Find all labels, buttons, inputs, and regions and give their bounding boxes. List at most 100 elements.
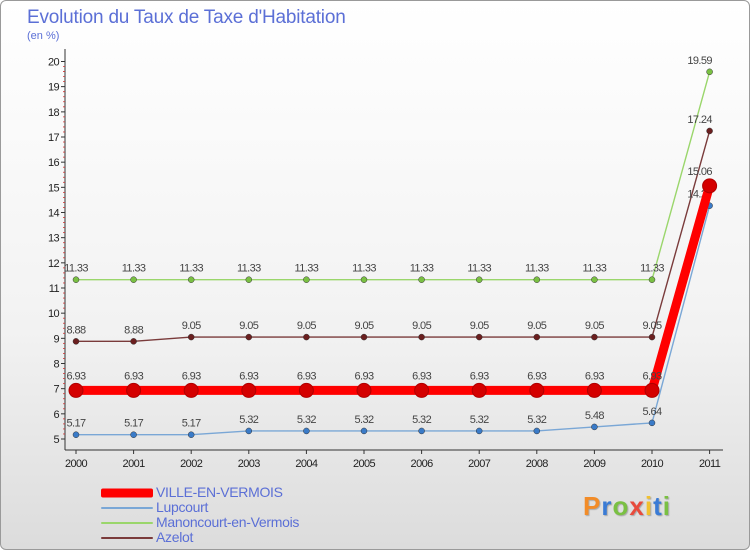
data-point-manoncourt-en-vermois	[72, 276, 80, 283]
data-label-ville-en-vermois: 6.93	[124, 370, 143, 382]
data-point-ville-en-vermois	[298, 382, 314, 398]
data-point-manoncourt-en-vermois	[130, 276, 137, 283]
data-label-azelot: 9.05	[239, 320, 258, 332]
data-label-manoncourt-en-vermois: 11.33	[295, 263, 319, 275]
x-tick-label: 2010	[641, 458, 664, 470]
data-label-lupcourt: 5.32	[527, 414, 546, 426]
legend-swatch	[101, 506, 153, 509]
data-label-lupcourt: 5.17	[182, 418, 201, 430]
x-tick-label: 2005	[353, 458, 376, 470]
data-label-lupcourt: 5.32	[354, 414, 373, 426]
data-label-azelot: 9.05	[470, 320, 489, 332]
data-point-lupcourt	[303, 427, 310, 435]
data-point-azelot	[187, 333, 195, 341]
y-tick-label: 10	[48, 308, 60, 320]
data-label-ville-en-vermois: 6.93	[297, 370, 316, 382]
data-label-manoncourt-en-vermois: 11.33	[64, 263, 88, 275]
x-tick-label: 2007	[468, 458, 491, 470]
data-point-manoncourt-en-vermois	[418, 276, 425, 283]
data-label-azelot: 9.05	[182, 320, 201, 332]
data-point-azelot	[648, 333, 656, 341]
data-label-manoncourt-en-vermois: 11.33	[640, 263, 664, 275]
data-point-lupcourt	[591, 423, 598, 431]
legend-item: Lupcourt	[101, 499, 401, 515]
data-point-manoncourt-en-vermois	[187, 276, 195, 283]
x-tick-label: 2008	[526, 458, 549, 470]
chart-title: Evolution du Taux de Taxe d'Habitation	[27, 7, 346, 28]
data-point-lupcourt	[72, 431, 80, 438]
data-point-azelot	[533, 333, 541, 341]
data-label-azelot: 8.88	[66, 324, 85, 336]
y-tick-label: 18	[48, 107, 60, 119]
legend: VILLE-EN-VERMOIS Lupcourt Manoncourt-en-Ve…	[101, 484, 401, 545]
data-label-lupcourt: 5.17	[124, 418, 143, 430]
data-point-ville-en-vermois	[644, 382, 660, 398]
data-label-manoncourt-en-vermois: 11.33	[410, 263, 434, 275]
data-point-azelot	[72, 338, 80, 345]
data-point-manoncourt-en-vermois	[533, 276, 541, 283]
legend-label: Azelot	[156, 529, 194, 545]
x-tick-label: 2004	[295, 458, 318, 470]
data-label-lupcourt: 5.32	[239, 414, 258, 426]
data-point-lupcourt	[648, 419, 656, 427]
legend-swatch	[101, 488, 153, 497]
legend-item: Azelot	[101, 529, 401, 545]
data-point-lupcourt	[130, 431, 137, 438]
data-point-azelot	[245, 333, 253, 341]
data-label-manoncourt-en-vermois: 11.33	[467, 263, 491, 275]
data-point-ville-en-vermois	[183, 382, 199, 398]
x-tick-label: 2000	[65, 458, 88, 470]
data-label-lupcourt: 5.64	[642, 406, 661, 418]
x-tick-label: 2001	[123, 458, 146, 470]
series-line-azelot	[76, 130, 711, 343]
data-label-manoncourt-en-vermois: 11.33	[352, 263, 376, 275]
y-tick-label: 8	[53, 359, 59, 371]
data-label-manoncourt-en-vermois: 11.33	[583, 263, 607, 275]
data-point-azelot	[418, 333, 425, 341]
data-point-azelot	[360, 333, 368, 341]
data-point-azelot	[303, 333, 310, 341]
data-label-manoncourt-en-vermois: 19.59	[687, 55, 712, 67]
data-label-azelot: 9.05	[297, 320, 316, 332]
data-point-manoncourt-en-vermois	[360, 276, 368, 283]
data-point-lupcourt	[187, 431, 195, 438]
data-point-azelot	[706, 127, 713, 135]
proxiti-logo: Proxiti	[583, 491, 671, 521]
data-point-lupcourt	[475, 427, 483, 435]
legend-label: VILLE-EN-VERMOIS	[156, 484, 283, 500]
data-label-ville-en-vermois: 6.93	[239, 370, 258, 382]
data-label-ville-en-vermois: 6.93	[412, 370, 431, 382]
data-point-ville-en-vermois	[241, 382, 257, 398]
y-tick-label: 17	[48, 132, 60, 144]
legend-item: VILLE-EN-VERMOIS	[101, 484, 401, 500]
data-point-azelot	[475, 333, 483, 341]
data-label-manoncourt-en-vermois: 11.33	[122, 263, 146, 275]
y-tick-label: 19	[48, 82, 60, 94]
data-label-azelot: 17.24	[687, 114, 712, 126]
data-label-manoncourt-en-vermois: 11.33	[179, 263, 203, 275]
data-label-azelot: 9.05	[585, 320, 604, 332]
y-tick-label: 20	[48, 57, 60, 69]
y-tick-label: 12	[48, 258, 60, 270]
data-point-manoncourt-en-vermois	[475, 276, 483, 283]
data-point-manoncourt-en-vermois	[245, 276, 253, 283]
data-point-lupcourt	[533, 427, 541, 435]
x-tick-label: 2002	[180, 458, 203, 470]
legend-label: Manoncourt-en-Vermois	[156, 514, 300, 530]
y-tick-label: 6	[53, 409, 59, 421]
data-label-ville-en-vermois: 6.93	[585, 370, 604, 382]
data-point-ville-en-vermois	[529, 382, 545, 398]
data-point-ville-en-vermois	[126, 382, 142, 398]
x-tick-label: 2003	[238, 458, 261, 470]
series-line-lupcourt	[76, 205, 711, 436]
data-point-azelot	[130, 338, 137, 345]
y-tick-label: 7	[53, 384, 59, 396]
data-label-manoncourt-en-vermois: 11.33	[237, 263, 261, 275]
x-tick-label: 2009	[583, 458, 606, 470]
data-point-manoncourt-en-vermois	[303, 276, 310, 283]
data-label-ville-en-vermois: 6.93	[66, 370, 85, 382]
y-tick-label: 14	[48, 208, 60, 220]
x-tick-label: 2011	[699, 458, 721, 470]
legend-swatch	[101, 521, 153, 524]
